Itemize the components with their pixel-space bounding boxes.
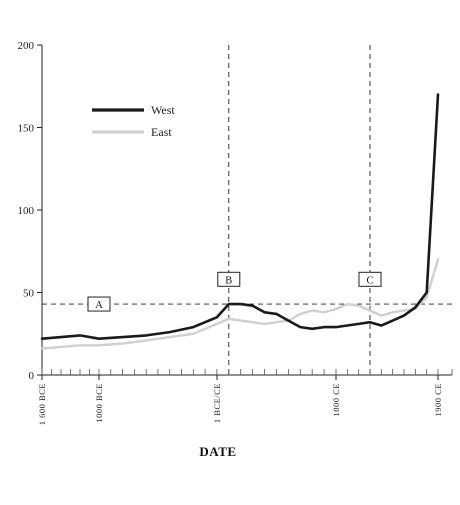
reference-lines bbox=[42, 45, 452, 375]
legend: West East bbox=[92, 103, 175, 139]
legend-label-east: East bbox=[151, 125, 172, 139]
y-tick-label-0: 0 bbox=[29, 370, 35, 382]
y-ticks: 0 50 100 150 200 bbox=[18, 40, 42, 382]
axes bbox=[41, 45, 452, 376]
x-axis-title: DATE bbox=[199, 444, 236, 459]
marker-label-C: C bbox=[366, 275, 373, 286]
legend-label-west: West bbox=[151, 103, 175, 117]
series-line-west bbox=[40, 93, 440, 341]
marker-box-B bbox=[217, 271, 241, 287]
marker-box-A bbox=[87, 296, 111, 312]
x-tick-label-2: 1 BCE/CE bbox=[212, 383, 222, 423]
x-tick-label-4: 1900 CE bbox=[433, 383, 443, 417]
y-tick-label-50: 50 bbox=[23, 288, 35, 300]
marker-label-B: B bbox=[225, 275, 232, 286]
x-tick-label-3: 1000 CE bbox=[331, 383, 341, 417]
reference-markers: A B C bbox=[87, 271, 382, 312]
marker-label-A: A bbox=[95, 300, 103, 311]
marker-box-C bbox=[358, 271, 382, 287]
x-tick-label-1: 1000 BCE bbox=[94, 383, 104, 423]
series-line-east bbox=[40, 258, 440, 350]
x-tick-label-0: 1 600 BCE bbox=[37, 383, 47, 425]
y-tick-label-150: 150 bbox=[18, 123, 35, 135]
y-tick-label-100: 100 bbox=[18, 205, 35, 217]
series-lines bbox=[40, 93, 440, 350]
y-tick-label-200: 200 bbox=[18, 40, 35, 52]
x-ticks: 1 600 BCE 1000 BCE 1 BCE/CE 1000 CE 1900 CE bbox=[37, 369, 453, 425]
